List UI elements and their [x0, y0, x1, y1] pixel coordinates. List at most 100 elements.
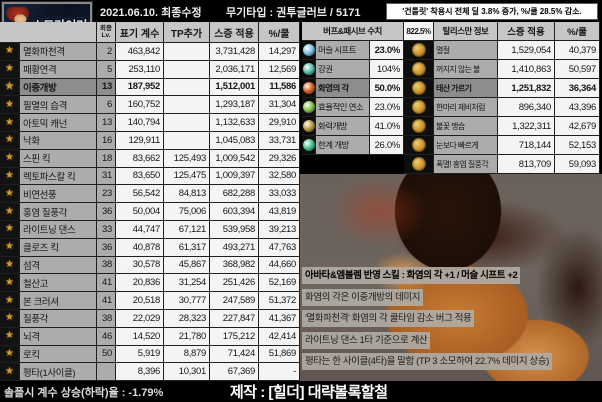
- skill-coef: 160,752: [116, 96, 164, 115]
- talisman-icon: [404, 117, 434, 136]
- buff-percent: 23.0%: [370, 41, 404, 60]
- last-modified-date: 2021.06.10. 최종수정: [100, 7, 202, 19]
- skill-name: 평타(1사이클): [20, 363, 97, 382]
- talisman-damage: 718,144: [498, 136, 555, 155]
- skill-icon-glyph: ★: [5, 116, 14, 128]
- skill-per-cool: 31,304: [259, 96, 300, 115]
- talisman-damage: 1,529,054: [498, 41, 555, 60]
- skill-table-row: ★ 로킥 50 5,919 8,879 71,424 51,869: [0, 345, 300, 364]
- skill-level: 50: [97, 345, 116, 364]
- skill-coef: 14,520: [116, 327, 164, 346]
- buff-table-row: 폭멸! 홍염 질풍각 813,709 59,093: [302, 155, 600, 174]
- skill-damage: 175,212: [210, 327, 259, 346]
- skill-name: 비연선풍: [20, 185, 97, 204]
- skill-tp: 61,317: [164, 238, 210, 257]
- skill-coef: 30,578: [116, 256, 164, 275]
- skill-name: 홍염 질풍각: [20, 203, 97, 221]
- buff-percent: 26.0%: [370, 136, 404, 155]
- skill-per-cool: 12,569: [259, 60, 300, 79]
- talisman-header-per-cool: %/쿨: [555, 22, 600, 41]
- talisman-damage: 896,340: [498, 98, 555, 117]
- skill-coef: 20,836: [116, 274, 164, 293]
- gauntlet-note: '건틀릿' 착용시 전체 딜 3.8% 증가, %/쿨 28.5% 감소.: [386, 3, 598, 20]
- buff-icon-glyph: [302, 120, 315, 132]
- talisman-per-cool: 40,379: [555, 41, 600, 60]
- skill-level: 38: [97, 309, 116, 328]
- note-line: 아바타&엠블렘 반영 스킬 : 화염의 각 +1 / 머슬 시프트 +2: [302, 267, 521, 284]
- skill-icon: ★: [0, 220, 20, 239]
- skill-damage: 682,288: [210, 185, 259, 204]
- skill-name: 클로즈 킥: [20, 238, 97, 257]
- skill-per-cool: 29,326: [259, 149, 300, 168]
- skill-tp: [164, 131, 210, 150]
- footer-bar: [0, 381, 602, 400]
- skill-icon: ★: [0, 114, 20, 132]
- skill-per-cool: 11,586: [259, 78, 300, 97]
- skill-icon-glyph: ★: [5, 312, 14, 324]
- talisman-per-cool: 52,153: [555, 136, 600, 155]
- skill-table-row: ★ 필멸의 습격 6 160,752 1,293,187 31,304: [0, 96, 300, 115]
- skill-damage: 1,132,633: [210, 114, 259, 132]
- skill-level: 6: [97, 96, 116, 115]
- skill-header-per-cool: %/쿨: [259, 22, 300, 43]
- skill-header-tp: TP추가: [164, 22, 210, 43]
- buff-icon: [302, 136, 316, 155]
- skill-icon: ★: [0, 167, 20, 186]
- buff-name: 한계 개방: [316, 136, 370, 155]
- skill-icon: ★: [0, 78, 20, 97]
- skill-per-cool: 52,169: [259, 274, 300, 293]
- buff-icon-glyph: [302, 44, 315, 56]
- skill-damage: 227,847: [210, 309, 259, 328]
- skill-per-cool: 33,731: [259, 131, 300, 150]
- skill-coef: 140,794: [116, 114, 164, 132]
- talisman-icon-glyph: [411, 119, 426, 133]
- skill-table-row: ★ 클로즈 킥 36 40,878 61,317 493,271 47,763: [0, 238, 300, 257]
- buff-table-row: 화력개방 41.0% 불꽃 맹습 1,322,311 42,679: [302, 117, 600, 136]
- buff-talisman-table: 버프&패시브 수치 822.5% 탈리스만 정보 스증 적용 %/쿨 머슬 시프…: [302, 22, 600, 174]
- skill-table-row: ★ 비연선풍 23 56,542 84,813 682,288 33,033: [0, 185, 300, 204]
- skill-damage: 1,512,001: [210, 78, 259, 97]
- skill-damage: 251,426: [210, 274, 259, 293]
- skill-per-cool: 51,869: [259, 345, 300, 364]
- skill-name: 필멸의 습격: [20, 96, 97, 115]
- skill-icon: ★: [0, 60, 20, 79]
- skill-icon: ★: [0, 238, 20, 257]
- skill-table-row: ★ 렉토파스칼 킥 31 83,650 125,475 1,009,397 32,580: [0, 167, 300, 186]
- skill-coef: 44,747: [116, 220, 164, 239]
- skill-level: 16: [97, 131, 116, 150]
- skill-tp: 10,301: [164, 363, 210, 382]
- buff-icon-glyph: [302, 101, 315, 113]
- skill-table-body: ★ 멸화파천격 2 463,842 3,731,428 14,297 ★ 패황연격 5 253,1…: [0, 43, 300, 382]
- skill-name: 스핀 킥: [20, 149, 97, 168]
- credit-label: 제작 : [힐더] 대략볼록할철: [230, 384, 388, 401]
- skill-table-row: ★ 질풍각 38 22,029 28,323 227,847 41,367: [0, 309, 300, 328]
- skill-name: 아토믹 캐넌: [20, 114, 97, 132]
- skill-coef: 129,911: [116, 131, 164, 150]
- skill-name: 렉토파스칼 킥: [20, 167, 97, 186]
- skill-icon: ★: [0, 43, 20, 61]
- buff-table-header: 버프&패시브 수치 822.5% 탈리스만 정보 스증 적용 %/쿨: [302, 22, 600, 41]
- talisman-per-cool: 42,679: [555, 117, 600, 136]
- skill-tp: 45,867: [164, 256, 210, 275]
- buff-table-row: 화염의 각 50.0% 태산 가르기 1,251,832 36,364: [302, 79, 600, 98]
- skill-name: 라이트닝 댄스: [20, 220, 97, 239]
- note-line: 라이트닝 댄스 1타 기준으로 계산: [302, 332, 431, 349]
- skill-level: 23: [97, 185, 116, 204]
- skill-icon-glyph: ★: [5, 258, 14, 270]
- buff-icon: [302, 117, 316, 136]
- skill-coef: 83,650: [116, 167, 164, 186]
- talisman-icon: [404, 98, 434, 117]
- buff-icon: [302, 98, 316, 117]
- skill-coef: 253,110: [116, 60, 164, 79]
- skill-table-row: ★ 평타(1사이클) 8,396 10,301 67,369-: [0, 363, 300, 382]
- skill-level: 41: [97, 292, 116, 310]
- skill-table-row: ★ 패황연격 5 253,110 2,036,171 12,569: [0, 60, 300, 79]
- talisman-header-damage: 스증 적용: [498, 22, 555, 41]
- skill-icon-glyph: ★: [5, 63, 14, 75]
- skill-per-cool: 33,033: [259, 185, 300, 204]
- skill-icon: ★: [0, 309, 20, 328]
- buff-table-row: 효율적인 연소 23.0% 한마리 제비처럼 896,340 43,396: [302, 98, 600, 117]
- talisman-icon: [404, 79, 434, 98]
- buff-total-value: 822.5%: [404, 22, 434, 41]
- skill-table-row: ★ 이중개방 13 187,952 1,512,001 11,586: [0, 78, 300, 97]
